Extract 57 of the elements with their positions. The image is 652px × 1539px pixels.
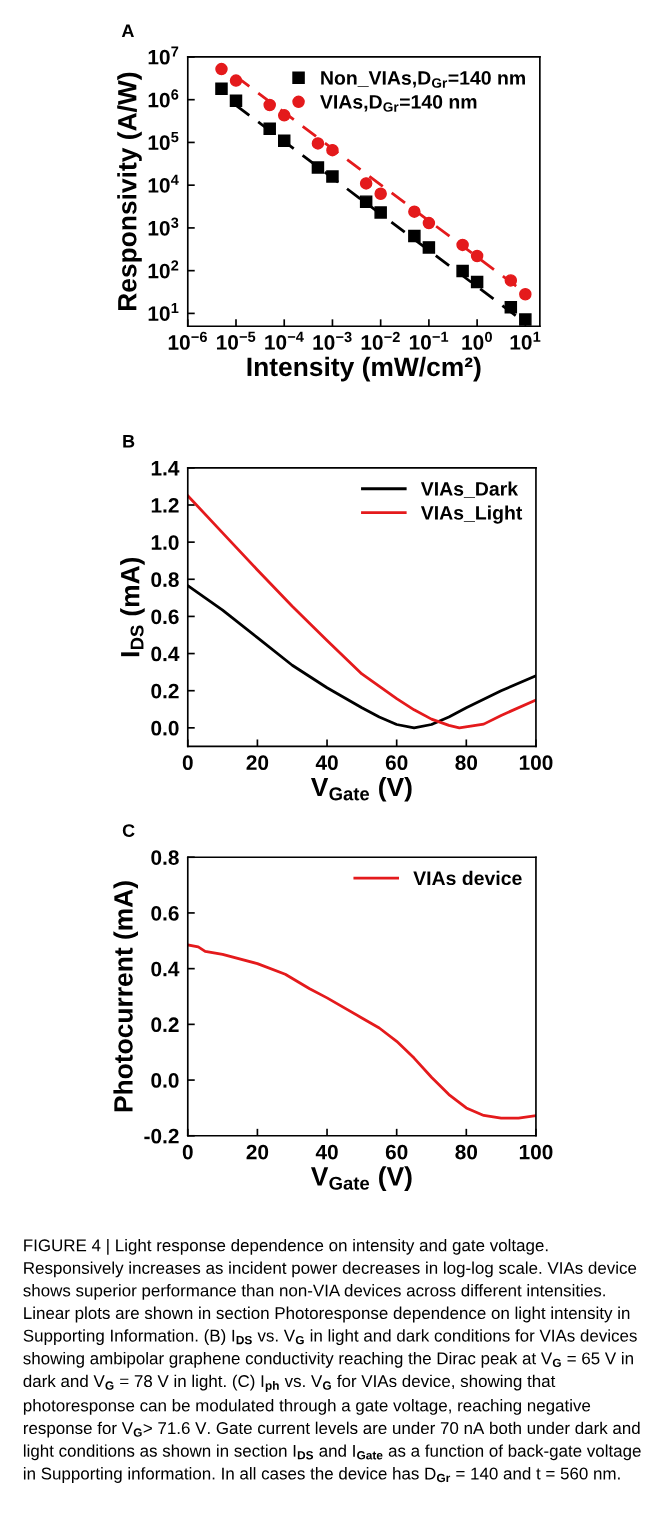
legend-label: VIAs_Light [420,505,523,524]
x-tick-label: 10$^{−3}$ [313,331,352,350]
y-tick-label: -0.2 [144,1128,179,1144]
y-tick-label: 0.4 [151,646,180,662]
x-tick-label: 20 [246,1144,269,1160]
x-tick-label: 0 [182,1144,193,1160]
x-tick-label: 0 [182,755,193,771]
y-axis-title: Responsivity (A/W) [117,72,142,311]
y-tick-label: 0.0 [151,720,179,736]
x-tick-label: 10$^{−1}$ [409,331,449,350]
x-tick-label: 40 [315,1144,338,1160]
y-tick-label: 0.8 [151,572,179,588]
x-tick-label: 80 [455,755,478,771]
y-tick-label: 10$^{6}$ [148,89,179,108]
line-series [187,943,536,1120]
y-tick-label: 10$^{1}$ [148,303,179,321]
y-axis-title: I$_{DS}$ (mA) [120,557,145,657]
chart-title: A [121,24,134,38]
x-tick-label: 10$^{1}$ [510,331,541,350]
x-tick-label: 40 [315,755,338,771]
x-tick-label: 60 [385,1144,408,1160]
y-tick-label: 1.2 [151,498,179,513]
y-tick-label: 0.2 [151,1017,179,1033]
x-tick-label: 60 [385,755,408,771]
x-tick-label: 10$^{0}$ [462,331,492,350]
y-tick-label: 10$^{7}$ [148,46,179,65]
y-tick-label: 0.6 [151,905,179,921]
x-tick-label: 10$^{−6}$ [168,331,207,350]
x-tick-label: 100 [519,755,553,771]
legend-label: VIAs_Dark [420,481,519,498]
chart-title: B [123,434,135,448]
x-tick-label: 100 [519,1144,553,1160]
chart-title: C [122,824,135,837]
x-tick-label: 10$^{−5}$ [217,331,256,350]
legend-label: VIAs,D$_{Gr}$=140 nm [320,94,477,112]
y-tick-label: 10$^{5}$ [148,132,179,150]
text: FIGURE 4 | Light response dependence on intensity and gate voltage. Responsively increases as incident power decreases in log-log scale. VIAs device shows superior performance than non-VIA devices across different intensities. Linear plots are shown in section Photoresponse dependence on light intensity in Supporting Information. (B) I$_{DS}$ vs. V$_{G}$ in light and dark conditions for VIAs devices showing ambipolar graphene conductivity reaching the Dirac peak at V$_{G}$ = 65 V in dark and V$_{G}$ = 78 V in light. (C) I$_{ph}$ vs. V$_{G}$ for VIAs device, showing that photoresponse can be modulated through a gate voltage, reaching negative response for V$_{G}$> 71.6 V. Gate current levels are under 70 nA both under dark and light conditions as shown in section I$_{DS}$ and I$_{Gate}$ as a function of back-gate voltage in Supporting information. In all cases the device has D$_{Gr}$ = 140 and t = 560 nm. [23,1238,641,1483]
y-tick-label: 1.4 [151,461,180,476]
y-tick-label: 0.6 [151,609,179,625]
x-axis-title: Intensity (mW/cm²) [247,356,481,382]
x-tick-label: 10$^{−2}$ [361,331,400,350]
x-tick-label: 10$^{−4}$ [265,331,304,350]
legend-label: VIAs device [413,870,522,886]
y-tick-label: 1.0 [151,535,179,550]
y-tick-label: 10$^{2}$ [148,260,179,279]
legend-label: Non_VIAs,D$_{Gr}$=140 nm [321,71,525,88]
x-axis-title: V$_{Gate}$ (V) [310,1166,412,1191]
y-axis-title: Photocurrent (mA) [113,881,138,1112]
x-tick-label: 80 [455,1144,478,1160]
y-tick-label: 0.2 [151,683,179,699]
y-tick-label: 10$^{3}$ [148,217,179,236]
y-tick-label: 0.0 [151,1073,179,1088]
y-tick-label: 0.8 [151,850,179,865]
x-tick-label: 20 [246,755,269,771]
y-tick-label: 10$^{4}$ [148,174,179,193]
x-axis-title: V$_{Gate}$ (V) [310,776,412,802]
y-tick-label: 0.4 [151,961,180,977]
